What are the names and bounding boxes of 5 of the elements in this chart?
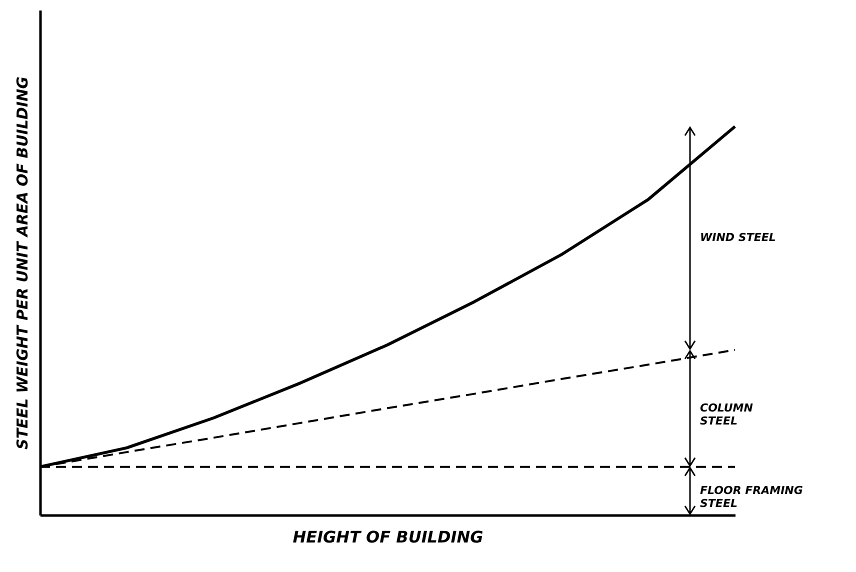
annotation: COLUMN STEEL [700, 401, 753, 428]
y-axis-title: STEEL WEIGHT PER UNIT AREA OF BUILDING [14, 76, 32, 450]
x-axis-title: HEIGHT OF BUILDING [292, 528, 484, 546]
annotation: FLOOR FRAMING STEEL [700, 484, 803, 510]
annotation: WIND STEEL [700, 231, 776, 244]
